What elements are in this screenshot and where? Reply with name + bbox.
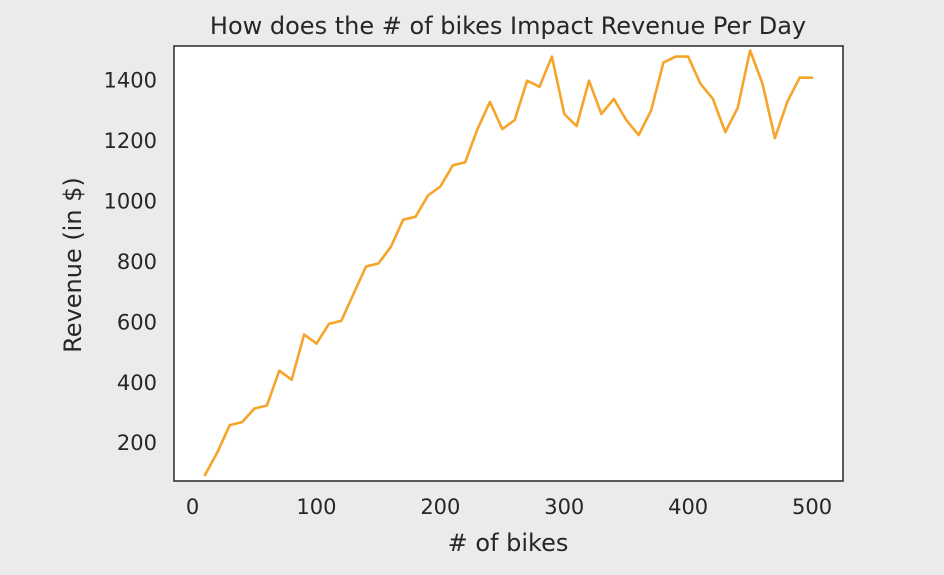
y-tick-label: 1200 xyxy=(104,129,157,153)
x-tick-label: 100 xyxy=(296,495,336,519)
y-axis-title: Revenue (in $) xyxy=(59,177,87,353)
x-axis: 0 100 200 300 400 500 xyxy=(186,495,832,519)
y-tick-label: 400 xyxy=(117,371,157,395)
x-tick-label: 300 xyxy=(544,495,584,519)
x-tick-label: 400 xyxy=(668,495,708,519)
y-tick-label: 800 xyxy=(117,250,157,274)
chart-title: How does the # of bikes Impact Revenue P… xyxy=(210,12,806,40)
series-line xyxy=(203,49,814,477)
x-axis-title: # of bikes xyxy=(448,529,569,557)
x-tick-label: 0 xyxy=(186,495,199,519)
y-tick-label: 200 xyxy=(117,431,157,455)
y-axis: 200 400 600 800 1000 1200 1400 xyxy=(104,69,157,456)
y-tick-label: 1400 xyxy=(104,69,157,93)
y-tick-label: 600 xyxy=(117,310,157,334)
y-tick-label: 1000 xyxy=(104,190,157,214)
series-layer xyxy=(203,49,814,477)
x-tick-label: 500 xyxy=(792,495,832,519)
plot-area xyxy=(173,45,844,482)
x-tick-label: 200 xyxy=(420,495,460,519)
